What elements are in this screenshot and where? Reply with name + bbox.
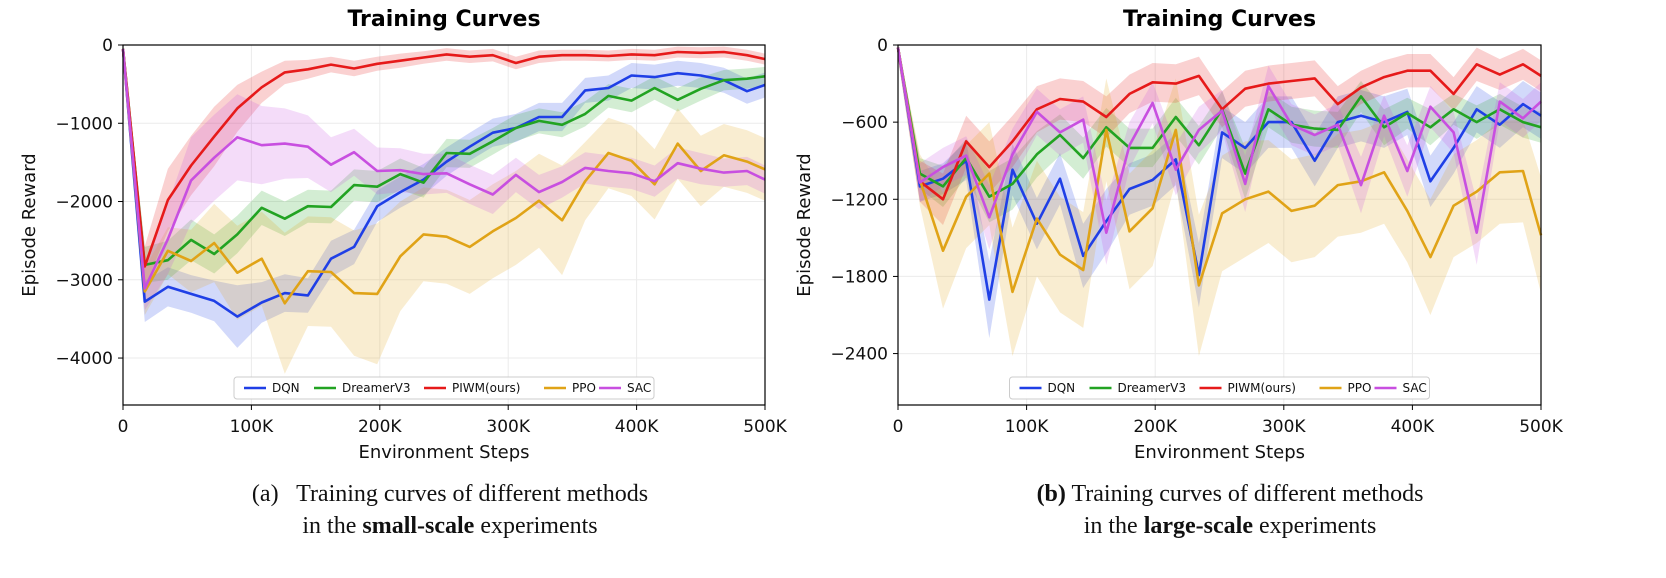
series-line-piwm-ours- [121,48,766,268]
y-tick-label: −600 [841,113,888,133]
caption-b-line2-post: experiments [1252,513,1377,539]
series-line-ppo [896,47,1543,294]
y-tick-label: −2400 [830,345,888,365]
x-tick-label: 0 [893,417,904,437]
caption-b-line2: in the large-scale experiments [900,510,1560,542]
legend-label-piwm-ours-: PIWM(ours) [452,381,521,395]
chart-b: 0 100K 200K 300K 400K 500K 0 −600 −1200 −1800 −240… [794,7,1564,463]
x-tick-label: 500K [743,417,787,437]
plot-frame [897,44,1542,406]
caption-a-line2-pre: in the [302,513,363,539]
x-tick-label: 0 [118,417,129,437]
legend-label-sac: SAC [1403,381,1427,395]
y-axis-label: Episode Reward [794,153,815,296]
legend-label-ppo: PPO [572,381,596,395]
y-tick-label: −2000 [55,193,113,213]
chart-title: Training Curves [1123,7,1316,32]
x-tick-label: 300K [486,417,530,437]
y-tick-label: −3000 [55,271,113,291]
y-tick-label: 0 [102,36,113,56]
caption-b-bold: large-scale [1143,513,1253,539]
chart-a: 0 100K 200K 300K 400K 500K 0 −1000 −2000 −3000 −40… [19,7,788,463]
series-line-sac [896,47,1542,234]
legend: DQN DreamerV3 PIWM(ours) PPO SAC [1009,376,1430,400]
caption-a-line1: (a) Training curves of different methods [251,481,649,507]
caption-b-line2-pre: in the [1083,513,1144,539]
caption-b-line1-text: Training curves of different methods [1065,481,1424,507]
y-tick-label: −1000 [55,114,113,134]
band-ppo [123,45,765,374]
y-tick-label: −1200 [830,190,888,210]
legend-label-sac: SAC [627,381,651,395]
y-tick-label: 0 [877,36,888,56]
caption-a: (a) Training curves of different methods… [120,478,780,542]
legend-label-dreamerv3: DreamerV3 [1118,381,1187,395]
band-piwm-ours- [898,45,1541,225]
caption-a-line2: in the small-scale experiments [120,510,780,542]
y-tick-label: −4000 [55,349,113,369]
x-tick-label: 100K [230,417,274,437]
x-tick-label: 400K [615,417,659,437]
caption-b-label: (b) [1036,481,1066,507]
legend-label-dqn: DQN [272,381,300,395]
series-line-sac [121,48,766,290]
series-line-dreamerv3 [121,48,766,267]
x-tick-label: 200K [1133,417,1177,437]
y-axis-label: Episode Reward [19,153,40,296]
caption-a-bold: small-scale [362,513,475,539]
x-tick-label: 500K [1519,417,1563,437]
band-sac [123,45,765,311]
x-tick-label: 300K [1262,417,1306,437]
caption-b-line1: (b) Training curves of different methods [900,478,1560,510]
x-axis-label: Environment Steps [1134,442,1305,463]
series-line-dqn [121,48,766,318]
band-dqn [898,45,1541,339]
x-tick-label: 100K [1005,417,1049,437]
chart-title: Training Curves [347,7,540,32]
legend-label-piwm-ours-: PIWM(ours) [1228,381,1297,395]
legend-label-ppo: PPO [1348,381,1372,395]
caption-b: (b) Training curves of different methods… [900,478,1560,542]
plot-frame [122,44,766,406]
y-tick-label: −1800 [830,267,888,287]
x-axis-label: Environment Steps [358,442,529,463]
legend: DQN DreamerV3 PIWM(ours) PPO SAC [233,376,655,400]
series-line-dqn [896,47,1542,301]
legend-label-dqn: DQN [1048,381,1076,395]
legend-label-dreamerv3: DreamerV3 [342,381,411,395]
caption-a-line2-post: experiments [474,513,598,539]
series-line-ppo [121,48,766,305]
x-tick-label: 400K [1391,417,1435,437]
x-tick-label: 200K [358,417,402,437]
